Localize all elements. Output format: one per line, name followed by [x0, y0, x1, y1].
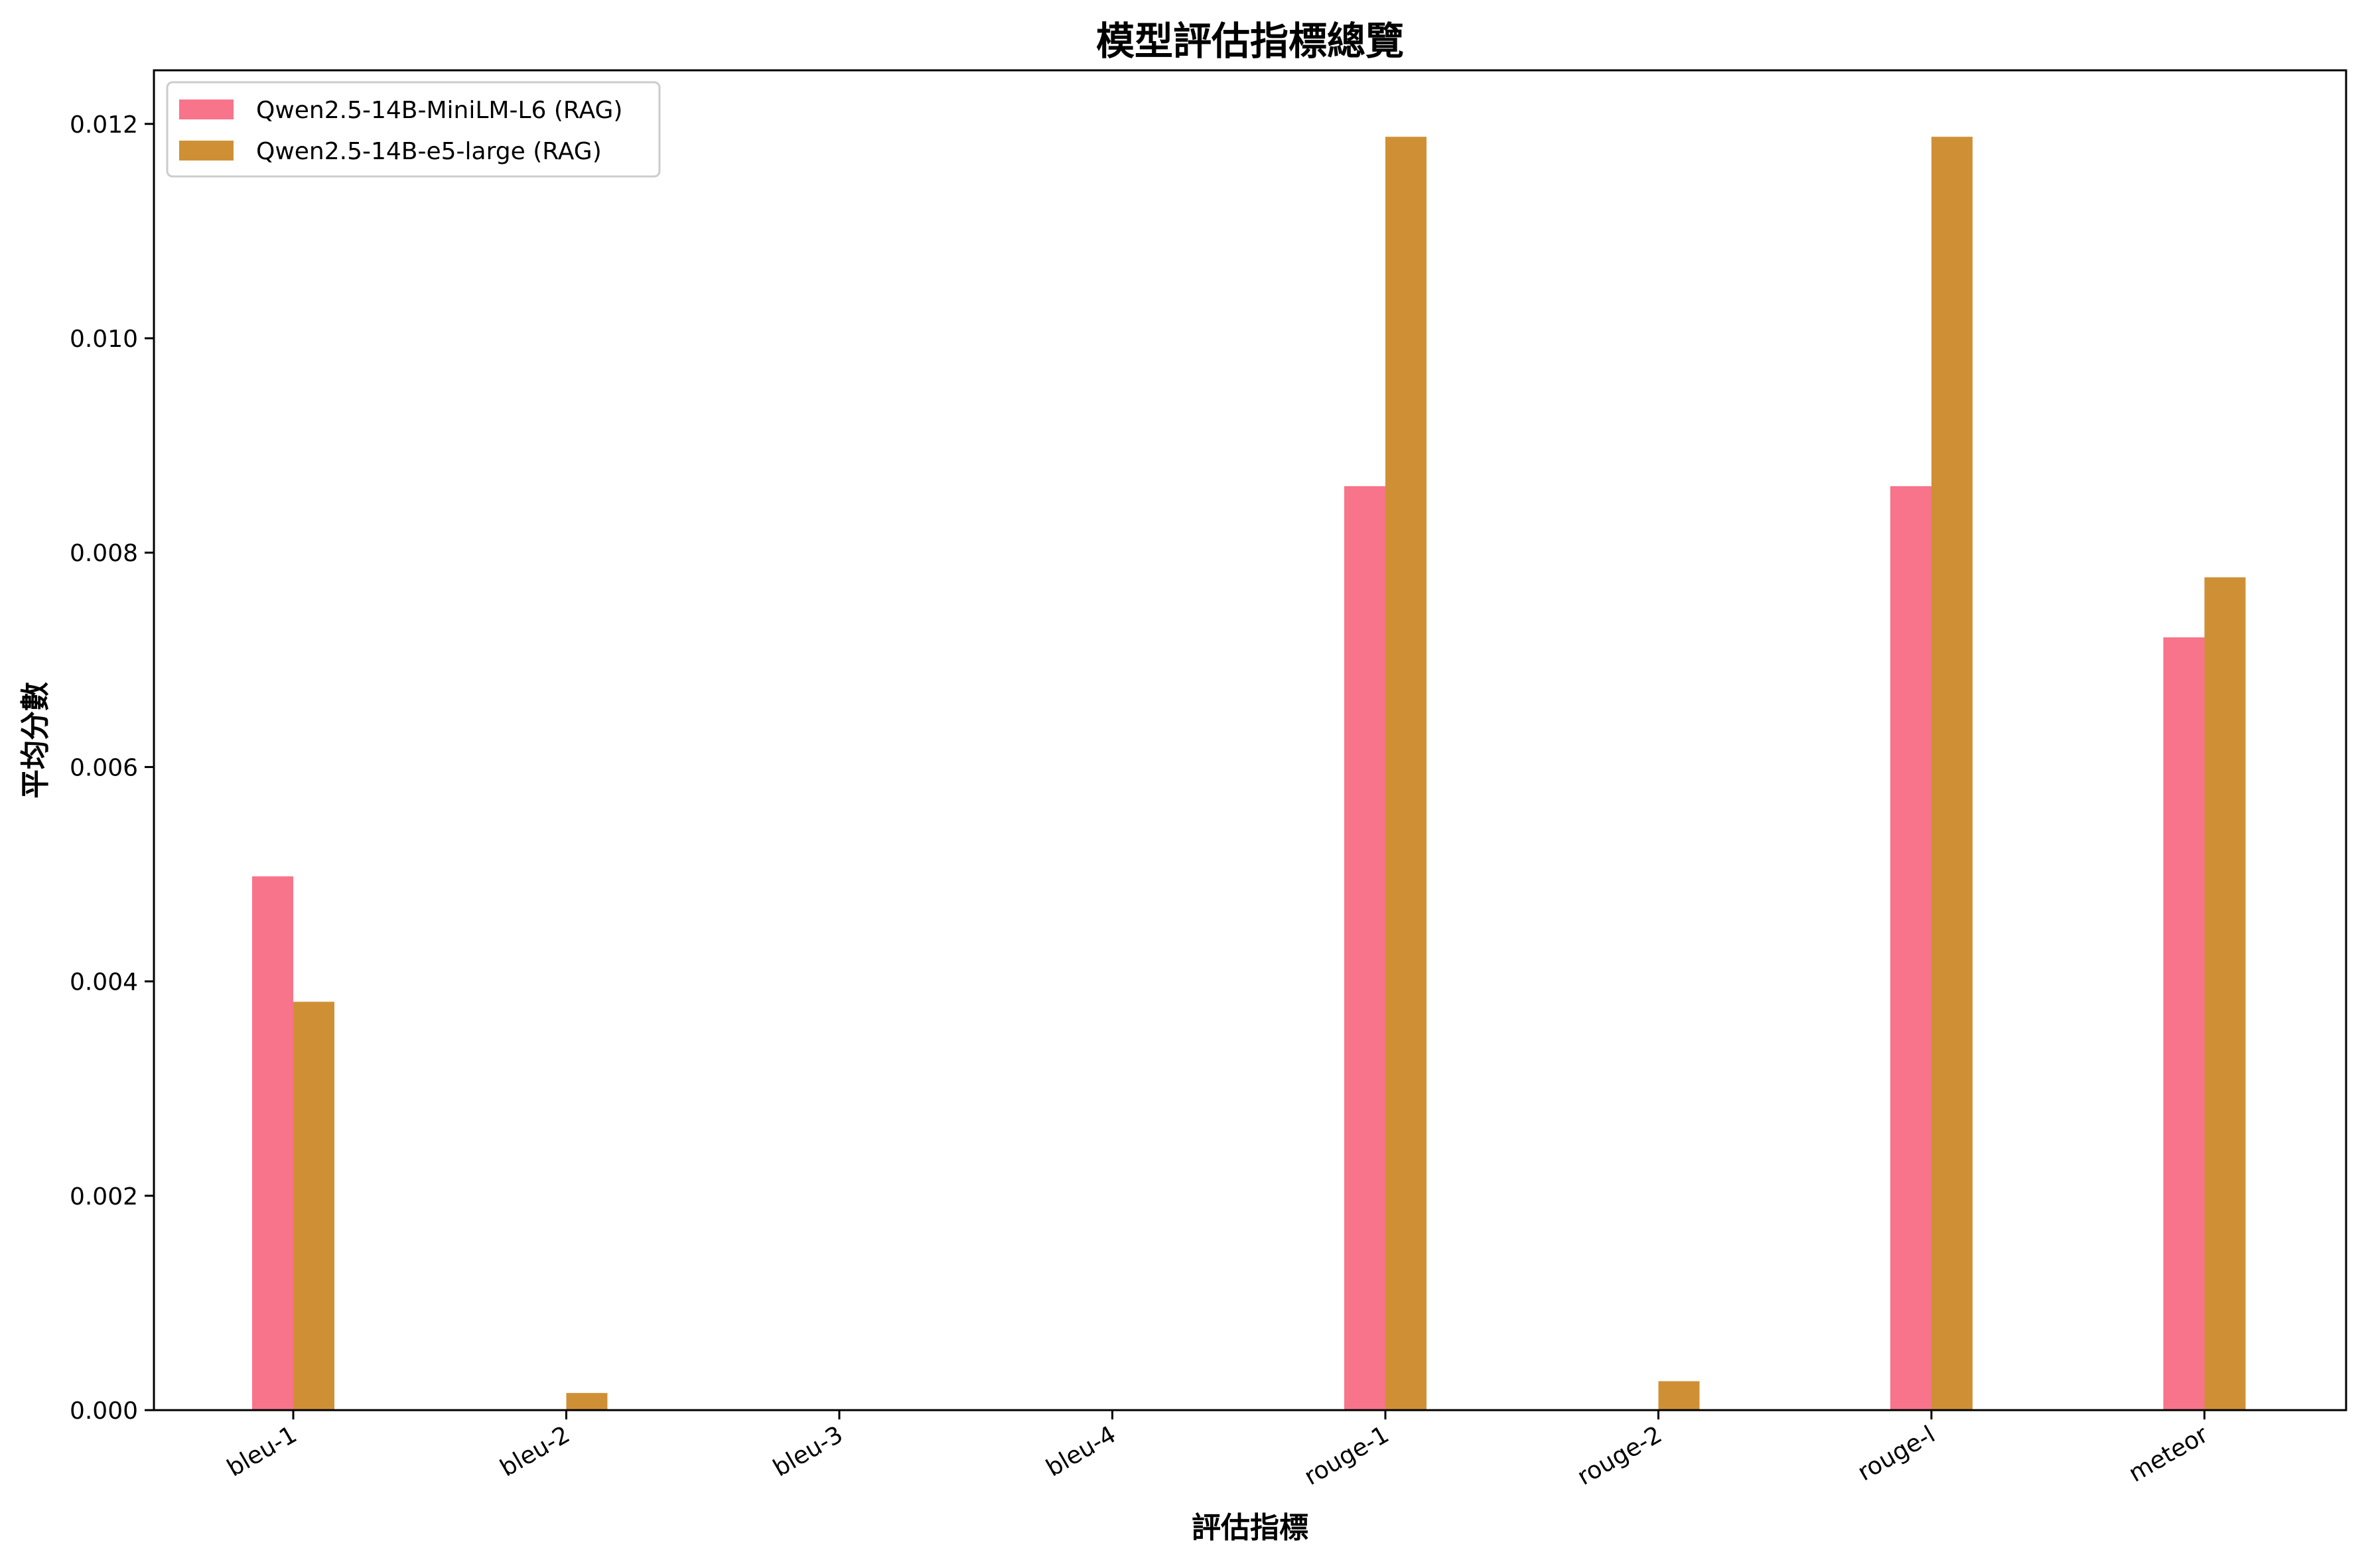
- bar-e5-large-meteor: [2204, 577, 2246, 1411]
- x-axis: bleu-1 bleu-2 bleu-3 bleu-4 rouge-1 rouge-2 ro…: [223, 1410, 2213, 1491]
- x-tick-label-rouge-l: rouge-l: [1853, 1421, 1939, 1486]
- y-tick-label: 0.004: [70, 969, 138, 996]
- y-axis: 0.000 0.002 0.004 0.006 0.008 0.010 0.012: [70, 111, 154, 1425]
- y-tick-label: 0.010: [70, 326, 138, 353]
- x-tick-label-meteor: meteor: [2124, 1421, 2213, 1488]
- y-tick-label: 0.008: [70, 540, 138, 567]
- bar-minilm-rouge-l: [1890, 486, 1931, 1410]
- y-tick-label: 0.012: [70, 111, 138, 139]
- bar-minilm-meteor: [2163, 637, 2205, 1410]
- bar-e5-large-rouge-1: [1385, 137, 1427, 1410]
- x-tick-label-bleu-1: bleu-1: [223, 1421, 302, 1482]
- bars-group: [252, 137, 2246, 1411]
- plot-frame: [153, 69, 2347, 1411]
- x-axis-title: 評估指標: [1192, 1511, 1308, 1545]
- y-tick-label: 0.006: [70, 754, 138, 781]
- legend-swatch-e5-large: [179, 141, 234, 161]
- legend-label-minilm: Qwen2.5-14B-MiniLM-L6 (RAG): [256, 97, 622, 124]
- y-tick-label: 0.000: [70, 1398, 138, 1425]
- bar-e5-large-bleu-1: [293, 1002, 334, 1410]
- bar-minilm-bleu-1: [252, 876, 293, 1410]
- bar-e5-large-rouge-l: [1931, 137, 1973, 1410]
- legend-label-e5-large: Qwen2.5-14B-e5-large (RAG): [256, 138, 602, 165]
- chart-title: 模型評估指標總覽: [1096, 19, 1404, 64]
- x-tick-label-bleu-2: bleu-2: [496, 1421, 575, 1482]
- y-axis-title: 平均分數: [19, 682, 52, 799]
- bar-e5-large-bleu-2: [566, 1393, 608, 1410]
- y-tick-label: 0.002: [70, 1183, 138, 1210]
- legend: Qwen2.5-14B-MiniLM-L6 (RAG) Qwen2.5-14B-…: [166, 81, 661, 178]
- legend-box: [166, 81, 661, 178]
- x-tick-label-bleu-3: bleu-3: [769, 1421, 848, 1482]
- legend-swatch-minilm: [179, 99, 234, 119]
- bar-minilm-rouge-1: [1344, 486, 1385, 1410]
- x-tick-label-rouge-2: rouge-2: [1572, 1421, 1667, 1490]
- x-tick-label-rouge-1: rouge-1: [1300, 1421, 1394, 1490]
- x-tick-label-bleu-4: bleu-4: [1042, 1421, 1121, 1482]
- bar-e5-large-rouge-2: [1658, 1381, 1700, 1410]
